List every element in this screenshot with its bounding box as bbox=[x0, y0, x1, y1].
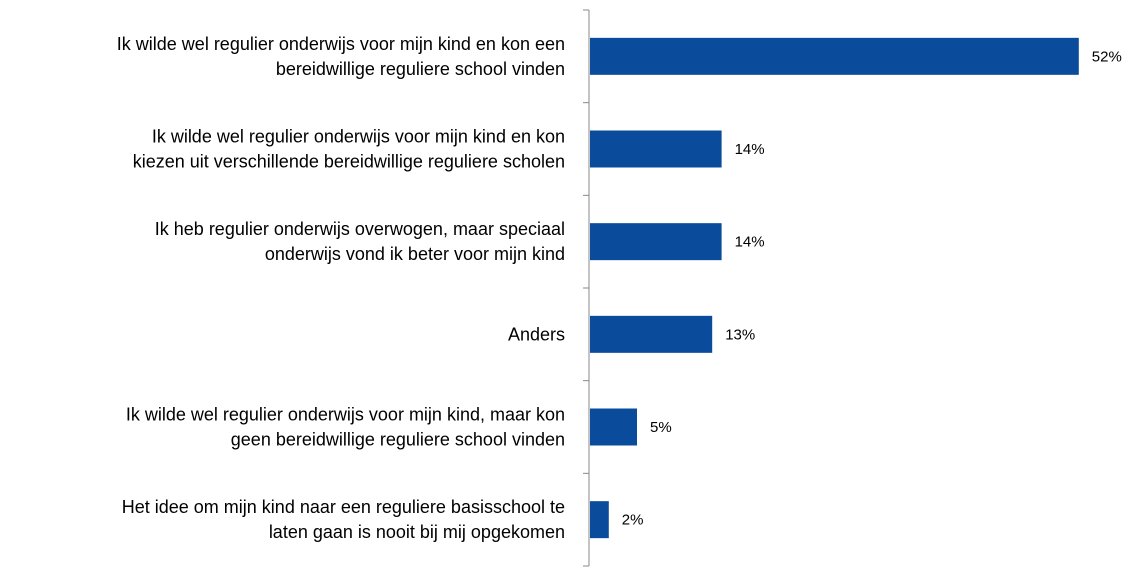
data-label: 13% bbox=[725, 326, 755, 343]
data-label: 2% bbox=[622, 512, 644, 529]
category-label: Ik wilde wel regulier onderwijs voor mij… bbox=[117, 34, 565, 79]
data-label: 52% bbox=[1092, 48, 1122, 65]
category-label-line: geen bereidwillige reguliere school vind… bbox=[231, 430, 565, 450]
category-label: Het idee om mijn kind naar een reguliere… bbox=[122, 497, 565, 542]
bar bbox=[590, 501, 609, 539]
category-labels: Ik wilde wel regulier onderwijs voor mij… bbox=[117, 34, 565, 542]
category-label-line: Anders bbox=[508, 324, 565, 344]
value-labels: 52% 14% 14% 13% 5% 2% bbox=[622, 48, 1122, 528]
category-label: Ik wilde wel regulier onderwijs voor mij… bbox=[133, 127, 565, 172]
category-label-line: Ik wilde wel regulier onderwijs voor mij… bbox=[126, 405, 565, 425]
category-label-line: kiezen uit verschillende bereidwillige r… bbox=[133, 152, 565, 172]
bar bbox=[590, 315, 713, 353]
data-label: 14% bbox=[735, 141, 765, 158]
bar bbox=[590, 223, 722, 261]
bars bbox=[590, 37, 1079, 539]
category-label-line: bereidwillige reguliere school vinden bbox=[276, 59, 565, 79]
category-label-line: Ik heb regulier onderwijs overwogen, maa… bbox=[155, 219, 565, 239]
category-label-line: Ik wilde wel regulier onderwijs voor mij… bbox=[117, 34, 565, 54]
category-label: Anders bbox=[508, 324, 565, 344]
bar bbox=[590, 130, 722, 168]
category-label-line: Ik wilde wel regulier onderwijs voor mij… bbox=[152, 127, 565, 147]
data-label: 5% bbox=[650, 419, 672, 436]
category-axis bbox=[583, 9, 590, 567]
bar bbox=[590, 408, 637, 446]
category-label-line: laten gaan is nooit bij mij opgekomen bbox=[269, 522, 565, 542]
data-label: 14% bbox=[735, 234, 765, 251]
category-label: Ik wilde wel regulier onderwijs voor mij… bbox=[126, 405, 565, 450]
category-label: Ik heb regulier onderwijs overwogen, maa… bbox=[155, 219, 565, 264]
bar bbox=[590, 37, 1079, 75]
category-label-line: onderwijs vond ik beter voor mijn kind bbox=[265, 244, 565, 264]
category-label-line: Het idee om mijn kind naar een reguliere… bbox=[122, 497, 565, 517]
